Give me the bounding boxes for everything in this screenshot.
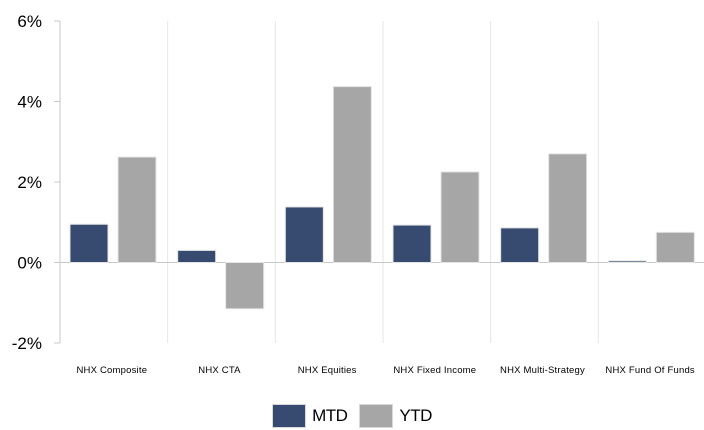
x-tick-label: NHX Equities [298,365,357,376]
legend-label-ytd: YTD [399,406,432,425]
x-tick-label: NHX CTA [198,365,241,376]
legend: MTD YTD [0,404,704,428]
x-tick-labels: NHX Composite NHX CTA NHX Equities NHX Fixe… [76,365,694,376]
y-tick-label: 0% [17,254,42,273]
legend-label-mtd: MTD [312,406,348,425]
y-tick-label: 6% [17,12,42,31]
bars [69,86,695,310]
bar-mtd [607,260,647,264]
bar-mtd [69,223,109,263]
y-tick-label: 4% [17,93,42,112]
x-tick-label: NHX Multi-Strategy [500,365,585,376]
bar-ytd [332,86,372,263]
y-tick-label: 2% [17,173,42,192]
x-tick-label: NHX Composite [76,365,147,376]
bar-mtd [500,227,540,263]
axes [54,20,704,344]
bar-mtd [392,224,432,264]
bar-mtd [177,249,217,264]
legend-item-mtd: MTD [272,404,348,428]
x-tick-label: NHX Fund Of Funds [605,365,695,376]
legend-item-ytd: YTD [359,404,432,428]
y-tick-label: -2% [12,334,42,353]
bar-ytd [440,171,480,263]
legend-swatch-mtd [272,404,307,428]
x-tick-label: NHX Fixed Income [393,365,476,376]
bar-ytd [655,231,695,263]
gridlines [167,21,599,343]
bar-ytd [225,262,265,310]
bar-ytd [117,156,157,263]
y-tick-labels: 6% 4% 2% 0% -2% [12,12,42,353]
bar-mtd [284,206,324,263]
legend-swatch-ytd [359,404,394,428]
bar-ytd [548,153,588,263]
